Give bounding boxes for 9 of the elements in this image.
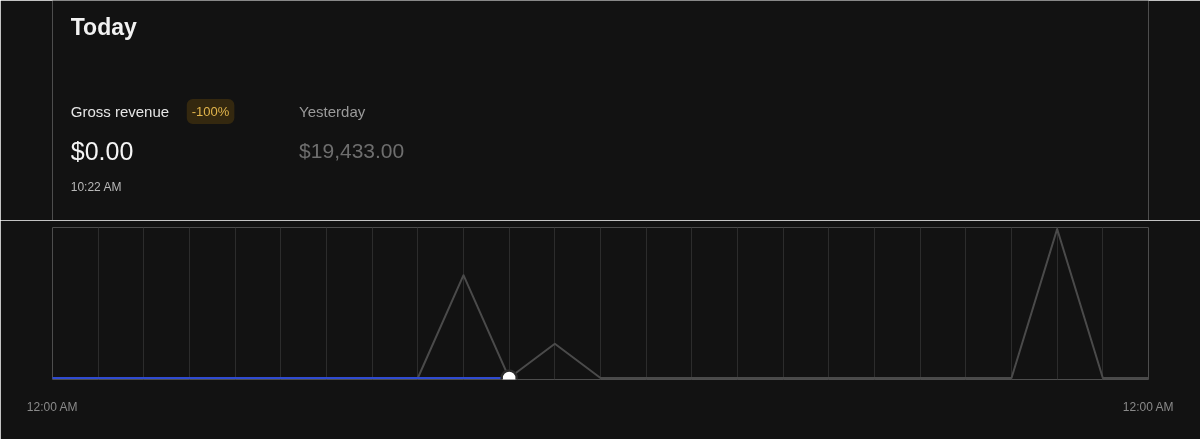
text: $0.00	[70, 136, 134, 165]
x-tick-label: 12:00 AM	[1122, 399, 1174, 414]
x-tick-label: 12:00 AM	[26, 399, 78, 414]
text: $19,433.00	[299, 139, 405, 162]
chart-title: Today	[70, 13, 137, 40]
text: Yesterday	[299, 103, 366, 120]
text: Gross revenue	[70, 103, 170, 120]
text: -100%	[191, 104, 230, 119]
text: 10:22 AM	[70, 179, 122, 194]
